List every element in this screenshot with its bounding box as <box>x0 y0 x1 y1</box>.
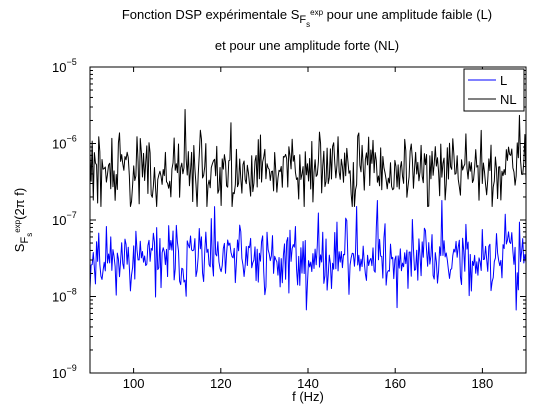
plot-frame <box>89 66 527 374</box>
series-line-l <box>89 199 527 311</box>
ylabel-part: S <box>12 243 27 252</box>
chart-title: Fonction DSP expérimentale SFsexp pour u… <box>122 7 492 53</box>
title-text-part: pour une amplitude faible (L) <box>323 7 492 22</box>
y-tick-label: 10−5 <box>52 57 77 75</box>
y-tick-label: 10−9 <box>52 363 77 381</box>
ylabel-subsubscript: s <box>25 233 34 237</box>
x-tick-label: 160 <box>384 376 406 391</box>
title-superscript: exp <box>310 8 323 17</box>
x-axis-label: f (Hz) <box>292 389 324 404</box>
chart-title-line-1: Fonction DSP expérimentale SFsexp pour u… <box>122 7 492 29</box>
ylabel-subscript: F <box>19 237 31 244</box>
y-tick-exponent: −9 <box>66 363 76 373</box>
chart-title-line-2: et pour une amplitude forte (NL) <box>215 38 399 53</box>
title-text-part: Fonction DSP expérimentale S <box>122 7 300 22</box>
y-tick-label: 10−6 <box>52 134 77 152</box>
y-tick-mantissa: 10 <box>52 137 66 152</box>
y-axis-label: SFsexp(2π f) <box>12 188 34 252</box>
legend-label-nl: NL <box>500 92 517 107</box>
x-tick-label: 180 <box>472 376 494 391</box>
x-tick-label: 140 <box>297 376 319 391</box>
y-tick-label: 10−8 <box>52 287 77 305</box>
y-tick-mantissa: 10 <box>52 60 66 75</box>
series-line-nl <box>89 108 527 208</box>
legend-label-l: L <box>500 73 507 88</box>
chart-legend: L NL <box>463 68 525 112</box>
y-tick-exponent: −5 <box>66 57 76 67</box>
x-tick-label: 120 <box>210 376 232 391</box>
y-tick-label: 10−7 <box>52 210 77 228</box>
ylabel-part: (2π f) <box>12 188 27 220</box>
x-tick-label: 100 <box>123 376 145 391</box>
title-subscript: F <box>299 14 306 26</box>
ylabel-superscript: exp <box>13 219 22 232</box>
axis-labels: f (Hz) SFsexp(2π f) <box>12 188 324 404</box>
y-tick-exponent: −8 <box>66 287 76 297</box>
legend-box <box>463 68 525 112</box>
y-tick-mantissa: 10 <box>52 290 66 305</box>
y-tick-mantissa: 10 <box>52 366 66 381</box>
y-tick-mantissa: 10 <box>52 213 66 228</box>
y-tick-exponent: −7 <box>66 210 76 220</box>
chart-series-group <box>89 108 527 311</box>
y-tick-exponent: −6 <box>66 134 76 144</box>
title-subsubscript: s <box>306 20 310 29</box>
